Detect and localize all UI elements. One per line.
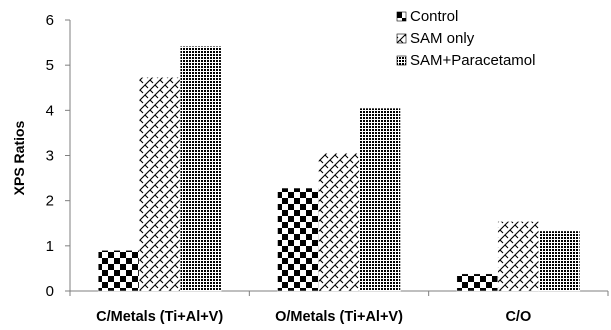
tick-labels: 0 1 2 3 4 5 6 C/Metals (Ti+Al+V) O/Metals (Ti+Al… <box>46 12 532 325</box>
y-tick-label: 5 <box>46 57 54 74</box>
legend-swatch-sam-paracetamol <box>396 55 407 66</box>
bar-sam-only <box>497 221 540 292</box>
y-tick-label: 3 <box>46 148 54 165</box>
legend-swatch-control <box>396 11 407 22</box>
bar-control <box>456 273 499 292</box>
bar-sam-paracetamol <box>538 230 581 292</box>
y-tick-label: 0 <box>46 283 54 300</box>
y-tick-label: 6 <box>46 12 54 29</box>
legend-label: SAM+Paracetamol <box>410 52 535 69</box>
bar-control <box>97 250 140 292</box>
legend: Control SAM only SAM+Paracetamol <box>396 8 535 69</box>
bars <box>97 45 581 292</box>
bar-control <box>277 187 319 292</box>
legend-label: SAM only <box>410 30 475 47</box>
x-category-label: C/Metals (Ti+Al+V) <box>96 309 223 325</box>
legend-label: Control <box>410 8 458 25</box>
bar-sam-paracetamol <box>359 107 401 292</box>
legend-swatch-sam-only <box>396 33 407 44</box>
y-tick-label: 2 <box>46 193 54 210</box>
y-axis-title: XPS Ratios <box>11 120 27 195</box>
y-tick-label: 1 <box>46 238 54 255</box>
bar-sam-paracetamol <box>179 45 222 292</box>
bar-sam-only <box>318 152 360 292</box>
x-category-label: C/O <box>505 309 531 325</box>
x-category-label: O/Metals (Ti+Al+V) <box>275 309 403 325</box>
y-tick-label: 4 <box>46 102 54 119</box>
bar-sam-only <box>138 77 181 292</box>
